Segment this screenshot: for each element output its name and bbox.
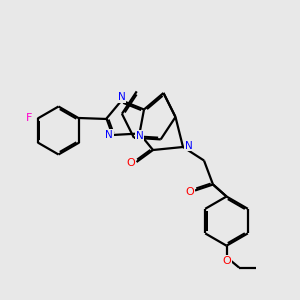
Text: O: O [185,187,194,197]
Text: N: N [184,140,192,151]
Text: N: N [105,130,113,140]
Text: N: N [118,92,125,102]
Text: F: F [26,113,32,124]
Text: O: O [127,158,136,169]
Text: O: O [222,256,231,266]
Text: N: N [136,131,143,141]
